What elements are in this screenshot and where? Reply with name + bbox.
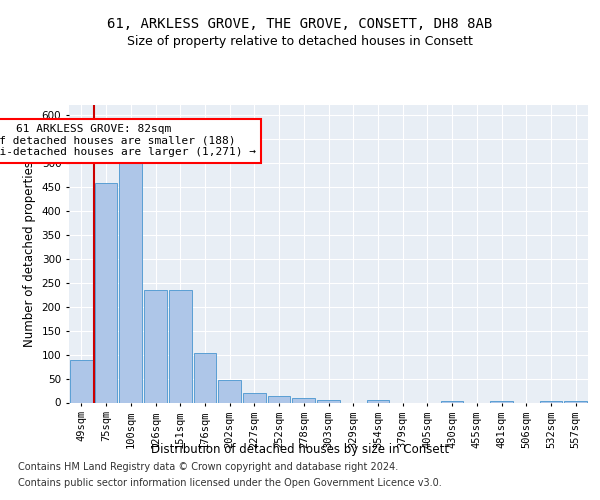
Bar [268,396,290,402]
Bar [95,182,118,402]
Bar [169,290,191,403]
Bar [367,400,389,402]
Y-axis label: Number of detached properties: Number of detached properties [23,161,36,347]
Text: 61, ARKLESS GROVE, THE GROVE, CONSETT, DH8 8AB: 61, ARKLESS GROVE, THE GROVE, CONSETT, D… [107,18,493,32]
Text: Distribution of detached houses by size in Consett: Distribution of detached houses by size … [151,442,449,456]
Text: Size of property relative to detached houses in Consett: Size of property relative to detached ho… [127,35,473,48]
Bar [539,400,562,402]
Text: Contains HM Land Registry data © Crown copyright and database right 2024.: Contains HM Land Registry data © Crown c… [18,462,398,472]
Bar [144,290,167,403]
Bar [243,393,266,402]
Bar [441,400,463,402]
Bar [218,380,241,402]
Bar [194,353,216,403]
Bar [292,398,315,402]
Text: Contains public sector information licensed under the Open Government Licence v3: Contains public sector information licen… [18,478,442,488]
Bar [564,400,587,402]
Text: 61 ARKLESS GROVE: 82sqm
← 13% of detached houses are smaller (188)
87% of semi-d: 61 ARKLESS GROVE: 82sqm ← 13% of detache… [0,124,256,158]
Bar [119,162,142,402]
Bar [70,360,93,403]
Bar [490,400,513,402]
Bar [317,400,340,402]
